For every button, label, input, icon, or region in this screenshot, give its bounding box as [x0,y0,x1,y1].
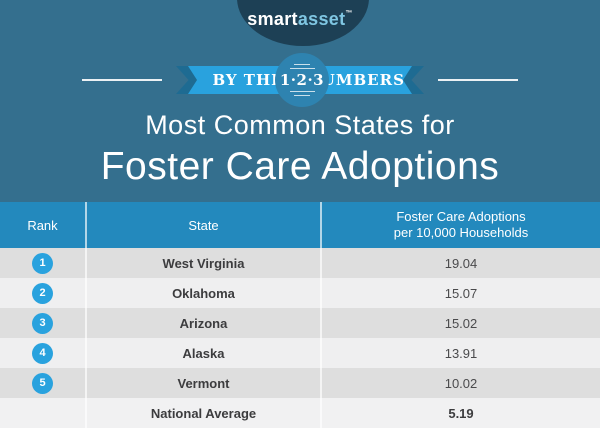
state-name: Vermont [177,375,230,391]
badge-ornament-line [294,64,310,65]
banner-text-by-the: BY THE [212,71,284,89]
rankings-table: Rank State Foster Care Adoptions per 10,… [0,202,600,428]
header-value: Foster Care Adoptions per 10,000 Househo… [320,202,600,248]
state-name: Alaska [182,345,225,361]
rank-badge: 4 [32,342,53,364]
table-row: 3 Arizona 15.02 [0,308,600,338]
state-name: West Virginia [162,255,245,271]
header-value-line2: per 10,000 Households [393,225,529,240]
adoption-rate-value: 15.02 [444,315,478,331]
badge-123-text: 1·2·3 [279,71,325,89]
national-average-row: National Average 5.19 [0,398,600,428]
national-average-label: National Average [150,405,257,421]
banner-text-numbers: NUMBERS [307,71,405,89]
header-state: State [85,202,320,248]
banner-left-rule [82,79,162,81]
adoption-rate-value: 15.07 [444,285,478,301]
table-row: 1 West Virginia 19.04 [0,248,600,278]
rank-badge: 3 [32,312,53,334]
badge-ornament-line [289,91,315,92]
logo-word-asset: asset [297,9,346,29]
title-line-2: Foster Care Adoptions [100,145,500,188]
logo-word-smart: smart [247,9,298,29]
table-row: 2 Oklahoma 15.07 [0,278,600,308]
trademark-symbol: ™ [345,10,353,17]
hero-section: smartasset™ BY THE NUMBERS 1·2·3 Most Co… [0,0,600,202]
banner-123-badge: 1·2·3 [275,53,329,107]
state-name: Arizona [179,315,228,331]
header-rank: Rank [27,217,58,233]
adoption-rate-value: 10.02 [444,375,478,391]
table-header-row: Rank State Foster Care Adoptions per 10,… [0,202,600,248]
table-row: 5 Vermont 10.02 [0,368,600,398]
header-value-line1: Foster Care Adoptions [396,209,526,224]
smartasset-logo: smartasset™ [0,9,600,30]
banner-right-rule [438,79,518,81]
adoption-rate-value: 13.91 [444,345,478,361]
rank-badge: 2 [32,282,53,304]
national-average-value: 5.19 [448,405,474,421]
table-row: 4 Alaska 13.91 [0,338,600,368]
state-name: Oklahoma [172,285,235,301]
rank-badge: 5 [32,372,53,394]
badge-ornament-line [289,68,315,69]
badge-ornament-line [294,95,310,96]
page-title: Most Common States for Foster Care Adopt… [0,106,600,190]
rank-badge: 1 [32,252,53,274]
title-line-1: Most Common States for [145,110,455,140]
adoption-rate-value: 19.04 [444,255,478,271]
